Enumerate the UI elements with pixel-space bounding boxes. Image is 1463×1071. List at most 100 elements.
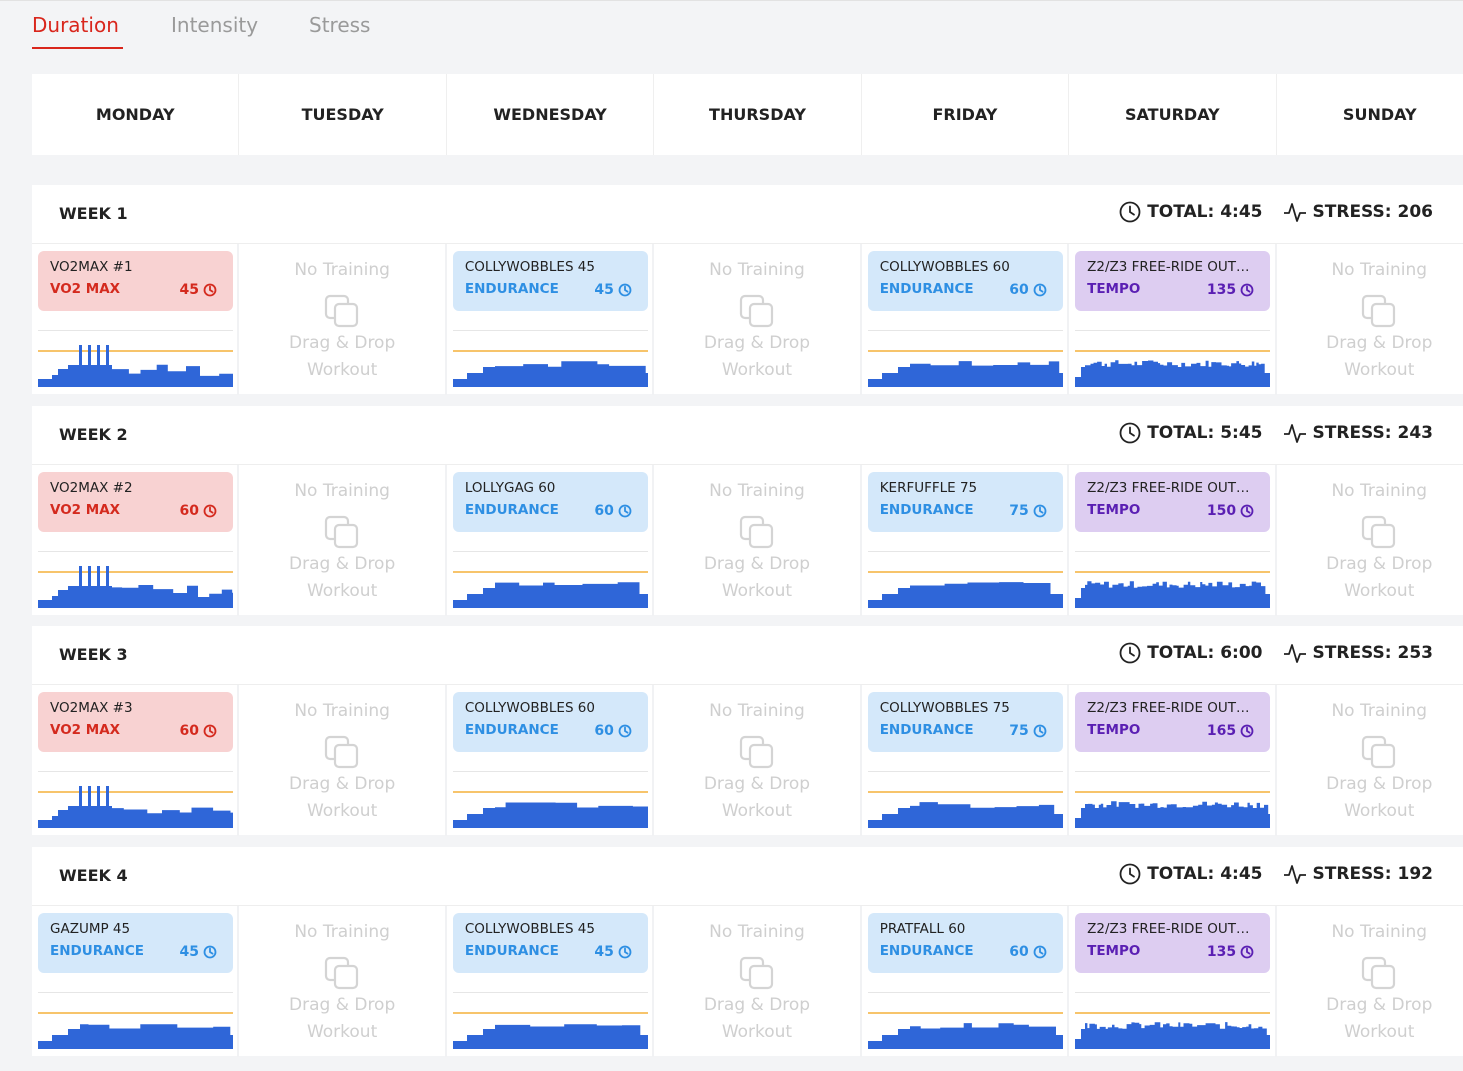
clock-icon [1033, 945, 1047, 959]
clock-icon [1240, 504, 1254, 518]
workout-card[interactable]: Z2/Z3 FREE-RIDE OUT… TEMPO 135 [1075, 913, 1271, 973]
clock-icon [1119, 642, 1141, 664]
clock-icon [1240, 283, 1254, 297]
workout-card[interactable]: LOLLYGAG 60 ENDURANCE 60 [452, 471, 648, 532]
workout-category: TEMPO [1087, 281, 1141, 297]
week-block: WEEK 1 TOTAL: 4:45 STRESS: 206 VO2MAX #1 VO2… [32, 185, 1463, 395]
day-header: TUESDAY [239, 74, 447, 155]
workout-profile [867, 550, 1063, 608]
no-training: No Training [709, 260, 805, 280]
workout-profile [452, 550, 648, 608]
workout-card[interactable]: COLLYWOBBLES 60 ENDURANCE 60 [867, 251, 1063, 311]
workout-card[interactable]: COLLYWOBBLES 45 ENDURANCE 45 [452, 913, 648, 973]
day-header: WEDNESDAY [447, 74, 655, 155]
workout-profile [38, 330, 233, 387]
workout-profile [1075, 771, 1271, 829]
workout-title: LOLLYGAG 60 [464, 479, 556, 496]
workout-title: COLLYWOBBLES 60 [464, 700, 595, 717]
drag-drop-hint: Drag & Drop Workout [703, 995, 811, 1042]
workout-profile [452, 330, 648, 387]
clock-icon [1119, 863, 1141, 885]
tab[interactable]: Intensity [171, 13, 259, 37]
active-tab-underline [32, 47, 123, 49]
workout-card[interactable]: COLLYWOBBLES 75 ENDURANCE 75 [867, 692, 1063, 753]
week-stress: STRESS: 192 [1312, 864, 1433, 884]
workout-duration: 45 [180, 944, 217, 960]
duration-value: 45 [179, 282, 199, 298]
workout-card[interactable]: KERFUFFLE 75 ENDURANCE 75 [867, 471, 1063, 532]
day-cell: COLLYWOBBLES 45 ENDURANCE 45 [447, 244, 655, 395]
workout-category: VO2 MAX [50, 722, 121, 739]
copy-icon [325, 956, 359, 990]
week-stress: STRESS: 206 [1312, 202, 1433, 222]
workout-card[interactable]: Z2/Z3 FREE-RIDE OUT… TEMPO 150 [1075, 471, 1271, 532]
day-header: MONDAY [32, 74, 240, 155]
no-training: No Training [1331, 701, 1428, 722]
workout-card[interactable]: PRATFALL 60 ENDURANCE 60 [867, 913, 1063, 973]
workout-duration: 165 [1207, 723, 1254, 739]
duration-value: 60 [594, 723, 614, 740]
no-training: No Training [1331, 480, 1428, 501]
workout-duration: 135 [1207, 944, 1254, 960]
workout-title: GAZUMP 45 [50, 921, 131, 937]
clock-icon [1240, 945, 1254, 959]
workout-card[interactable]: COLLYWOBBLES 60 ENDURANCE 60 [452, 692, 648, 753]
week-stats: TOTAL: 6:00 STRESS: 253 [1119, 642, 1433, 664]
workout-profile [38, 550, 233, 608]
workout-card[interactable]: Z2/Z3 FREE-RIDE OUT… TEMPO 135 [1075, 251, 1271, 311]
no-training: No Training [294, 260, 390, 280]
week-label: WEEK 3 [59, 645, 128, 665]
workout-profile [1075, 330, 1271, 387]
tab[interactable]: Stress [309, 13, 371, 37]
week-stats: TOTAL: 4:45 STRESS: 206 [1119, 201, 1433, 223]
clock-icon [1033, 283, 1047, 297]
clock-icon [1033, 724, 1047, 738]
day-header: SUNDAY [1277, 74, 1463, 155]
workout-card[interactable]: GAZUMP 45 ENDURANCE 45 [38, 913, 233, 973]
workout-title: COLLYWOBBLES 60 [879, 259, 1010, 275]
workout-card[interactable]: Z2/Z3 FREE-RIDE OUT… TEMPO 165 [1075, 692, 1271, 753]
day-cell: No Training Drag & Drop Workout [1277, 906, 1463, 1057]
day-cell: No Training Drag & Drop Workout [654, 906, 862, 1057]
workout-title: COLLYWOBBLES 75 [879, 700, 1010, 717]
workout-profile [38, 992, 233, 1049]
workout-profile [867, 771, 1063, 829]
clock-icon [618, 283, 632, 297]
duration-value: 75 [1009, 502, 1029, 519]
tab[interactable]: Duration [32, 13, 119, 37]
workout-card[interactable]: VO2MAX #3 VO2 MAX 60 [38, 692, 233, 753]
week-total: TOTAL: 5:45 [1147, 422, 1263, 443]
day-cell: Z2/Z3 FREE-RIDE OUT… TEMPO 135 [1069, 244, 1277, 395]
workout-profile [867, 992, 1063, 1049]
day-cell: COLLYWOBBLES 60 ENDURANCE 60 [447, 685, 655, 837]
week-cells: VO2MAX #2 VO2 MAX 60 No Training Drag & Drop… [32, 463, 1463, 616]
clock-icon [203, 504, 217, 518]
drag-drop-hint: Drag & Drop Workout [1326, 774, 1433, 822]
workout-profile [867, 330, 1063, 387]
week-cells: GAZUMP 45 ENDURANCE 45 No Training Drag & Dr… [32, 905, 1463, 1057]
copy-icon [325, 515, 359, 548]
copy-icon [739, 294, 774, 328]
workout-card[interactable]: VO2MAX #2 VO2 MAX 60 [38, 471, 233, 532]
week-stress: STRESS: 253 [1312, 643, 1433, 664]
week-cells: VO2MAX #1 VO2 MAX 45 No Training Drag & Drop… [32, 243, 1463, 395]
stress-icon [1283, 203, 1306, 222]
week-total: TOTAL: 4:45 [1147, 864, 1263, 884]
day-cell: No Training Drag & Drop Workout [1277, 685, 1463, 836]
workout-card[interactable]: COLLYWOBBLES 45 ENDURANCE 45 [452, 251, 648, 311]
workout-category: ENDURANCE [879, 281, 974, 297]
drag-drop-hint: Drag & Drop Workout [703, 553, 811, 601]
workout-title: Z2/Z3 FREE-RIDE OUT… [1087, 259, 1250, 275]
workout-card[interactable]: VO2MAX #1 VO2 MAX 45 [38, 251, 233, 311]
drag-drop-hint: Drag & Drop Workout [289, 333, 396, 380]
day-cell: Z2/Z3 FREE-RIDE OUT… TEMPO 135 [1069, 906, 1277, 1057]
clock-icon [203, 283, 217, 297]
day-cell: No Training Drag & Drop Workout [239, 244, 447, 395]
workout-category: ENDURANCE [464, 501, 559, 518]
drag-drop-hint: Drag & Drop Workout [289, 995, 396, 1042]
workout-category: ENDURANCE [879, 943, 974, 959]
day-cell: LOLLYGAG 60 ENDURANCE 60 [447, 464, 655, 616]
day-cell: VO2MAX #1 VO2 MAX 45 [32, 244, 240, 395]
drag-drop-hint: Drag & Drop Workout [703, 333, 811, 380]
